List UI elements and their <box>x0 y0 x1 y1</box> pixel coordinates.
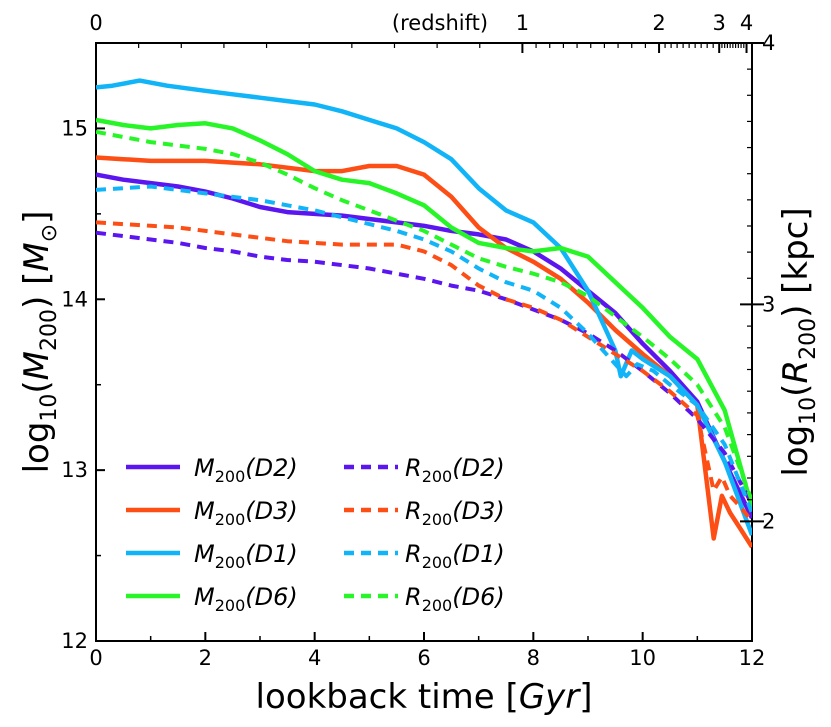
y-axis-right-title: log10(R200) [kpc] <box>776 207 821 476</box>
x-tick-label: 8 <box>527 646 540 670</box>
legend-label: M200(D2) <box>194 454 298 486</box>
legend-label: R200(D6) <box>405 583 505 615</box>
redshift-tick-label: 0 <box>89 11 102 35</box>
top-axis-title: (redshift) <box>392 11 488 35</box>
y-axis-left-title: log10(M200) [M⊙] <box>17 211 62 474</box>
legend-label: R200(D3) <box>405 497 505 529</box>
series-line-r200-d3 <box>96 220 752 523</box>
x-tick-label: 6 <box>417 646 430 670</box>
y-right-tick-label: 4 <box>762 31 775 55</box>
x-axis-title: lookback time [Gyr] <box>256 677 593 717</box>
series-line-m200-d6 <box>96 117 752 509</box>
redshift-tick-label: 1 <box>516 11 529 35</box>
y-right-tick-label: 2 <box>762 509 775 533</box>
series-line-m200-d3 <box>96 155 752 549</box>
redshift-tick-label: 2 <box>652 11 665 35</box>
legend-label: R200(D1) <box>405 540 505 572</box>
y-left-tick-label: 15 <box>61 116 88 140</box>
series-line-m200-d1 <box>96 78 752 536</box>
y-right-tick-label: 3 <box>762 292 775 316</box>
legend-label: M200(D6) <box>194 583 298 615</box>
x-tick-label: 10 <box>629 646 656 670</box>
series-group <box>96 78 752 549</box>
series-line-r200-d6 <box>96 129 752 502</box>
y-left-tick-label: 13 <box>61 458 88 482</box>
y-left-tick-label: 12 <box>61 629 88 653</box>
y-left-tick-label: 14 <box>61 287 88 311</box>
x-tick-label: 2 <box>199 646 212 670</box>
x-tick-label: 12 <box>739 646 766 670</box>
series-line-r200-d2 <box>96 230 752 506</box>
legend-label: R200(D2) <box>405 454 505 486</box>
legend-label: M200(D3) <box>194 497 298 529</box>
legend: M200(D2) M200(D3) M200(D1) M200(D6) R200(D2)… <box>126 454 505 615</box>
redshift-tick-label: 4 <box>740 11 753 35</box>
x-tick-label: 4 <box>308 646 321 670</box>
series-line-r200-d1 <box>96 184 752 514</box>
x-tick-label: 0 <box>89 646 102 670</box>
legend-label: M200(D1) <box>194 540 298 572</box>
redshift-tick-label: 3 <box>713 11 726 35</box>
